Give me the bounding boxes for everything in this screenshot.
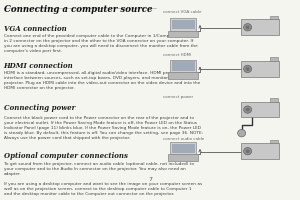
Circle shape [244,147,252,155]
Bar [241,102,279,117]
Circle shape [246,108,250,111]
Text: connect audio cable: connect audio cable [163,137,204,141]
Text: Connecting power: Connecting power [4,104,75,112]
Text: Connect one end of the provided computer cable to the Computer in 1/Computer
in : Connect one end of the provided computer… [4,34,197,53]
Bar [170,142,196,154]
Bar [168,31,198,37]
Text: connect power: connect power [163,95,193,99]
Bar [241,143,279,159]
Circle shape [246,67,250,71]
Text: Optional computer connections: Optional computer connections [4,152,127,160]
Circle shape [244,65,252,73]
Bar [270,98,278,102]
Bar [170,18,196,31]
Text: 7: 7 [148,177,152,182]
Text: To get sound from the projector, connect an audio cable (optional cable, not inc: To get sound from the projector, connect… [4,162,202,196]
Circle shape [244,106,252,113]
Bar [168,154,198,161]
Circle shape [246,149,250,153]
Text: connect VGA cable: connect VGA cable [163,10,202,14]
Bar [170,60,196,72]
Bar [168,72,198,79]
Text: connect HDMI: connect HDMI [163,53,191,57]
Bar [270,57,278,61]
Text: VGA connection: VGA connection [4,25,66,33]
Bar [172,61,194,71]
Bar [270,140,278,143]
Circle shape [238,129,246,137]
Circle shape [246,25,250,29]
Text: Connecting a computer source: Connecting a computer source [4,5,152,14]
Text: HDMI connection: HDMI connection [4,62,73,70]
Bar [270,16,278,19]
Bar [241,19,279,35]
Text: Connect the black power cord to the Power connector on the rear of the projector: Connect the black power cord to the Powe… [4,116,202,140]
Bar [241,61,279,77]
Bar [172,144,194,153]
Bar [172,20,194,29]
Text: HDMI is a standard, uncompressed, all-digital audio/video interface. HDMI provid: HDMI is a standard, uncompressed, all-di… [4,71,200,90]
Circle shape [244,24,252,31]
